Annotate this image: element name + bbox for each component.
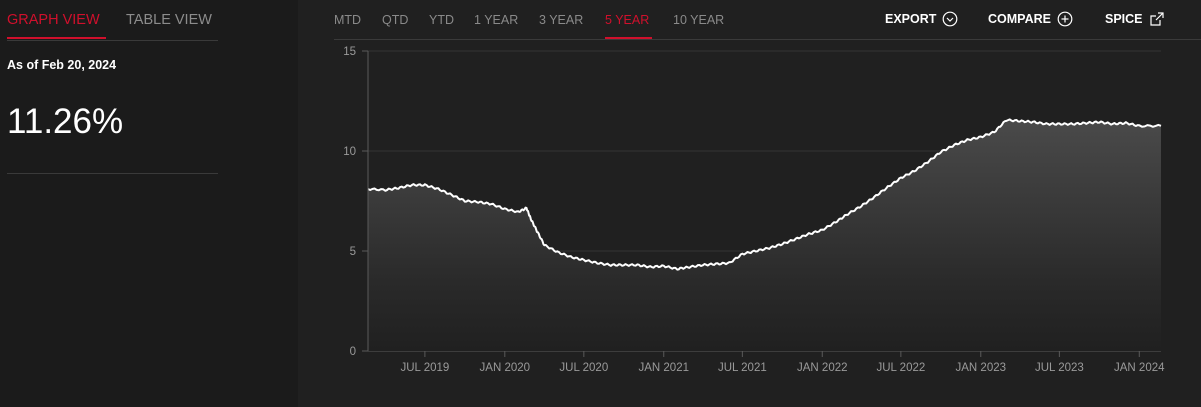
series-area bbox=[368, 119, 1161, 352]
x-tick-label: JUL 2021 bbox=[718, 362, 767, 374]
x-tick-label: JAN 2024 bbox=[1114, 362, 1165, 374]
plus-circle-icon bbox=[1057, 11, 1073, 27]
y-tick-label: 10 bbox=[343, 146, 356, 158]
active-period-indicator bbox=[605, 37, 652, 39]
divider bbox=[7, 173, 218, 174]
x-tick-label: JAN 2023 bbox=[956, 362, 1007, 374]
y-tick-label: 0 bbox=[350, 346, 356, 358]
export-button[interactable]: EXPORT bbox=[885, 11, 958, 27]
tab-ytd[interactable]: YTD bbox=[429, 13, 454, 27]
x-tick-label: JAN 2021 bbox=[638, 362, 689, 374]
y-tick-label: 15 bbox=[343, 46, 356, 58]
tab-mtd[interactable]: MTD bbox=[334, 13, 362, 27]
tab-graph-view[interactable]: GRAPH VIEW bbox=[7, 12, 100, 28]
header-divider bbox=[334, 39, 1201, 40]
compare-label: COMPARE bbox=[988, 12, 1051, 26]
x-tick-label: JUL 2023 bbox=[1035, 362, 1084, 374]
x-tick-label: JUL 2022 bbox=[876, 362, 925, 374]
x-tick-label: JUL 2019 bbox=[400, 362, 449, 374]
x-tick-label: JAN 2020 bbox=[480, 362, 531, 374]
line-chart[interactable]: 0 5 10 15 JUL 2019 JAN 2020 JUL 2020 JAN 2021 JU… bbox=[298, 0, 1201, 407]
export-label: EXPORT bbox=[885, 12, 937, 26]
y-tick-label: 5 bbox=[350, 246, 356, 258]
x-tick-label: JUL 2020 bbox=[559, 362, 608, 374]
left-summary-panel: GRAPH VIEW TABLE VIEW As of Feb 20, 2024… bbox=[0, 0, 218, 407]
as-of-date: As of Feb 20, 2024 bbox=[7, 58, 117, 72]
current-value: 11.26% bbox=[7, 102, 124, 141]
tab-10-year[interactable]: 10 YEAR bbox=[673, 13, 725, 27]
tab-qtd[interactable]: QTD bbox=[382, 13, 409, 27]
external-link-icon bbox=[1149, 12, 1164, 26]
tab-1-year[interactable]: 1 YEAR bbox=[474, 13, 519, 27]
tab-3-year[interactable]: 3 YEAR bbox=[539, 13, 584, 27]
compare-button[interactable]: COMPARE bbox=[988, 11, 1073, 27]
series-line bbox=[367, 118, 1162, 271]
x-tick-label: JAN 2022 bbox=[797, 362, 848, 374]
active-tab-indicator bbox=[7, 37, 106, 39]
spice-label: SPICE bbox=[1105, 12, 1143, 26]
chart-panel: MTD QTD YTD 1 YEAR 3 YEAR 5 YEAR 10 YEAR… bbox=[298, 0, 1201, 407]
tab-5-year[interactable]: 5 YEAR bbox=[605, 13, 650, 27]
view-tabs: GRAPH VIEW TABLE VIEW bbox=[7, 0, 218, 41]
spice-link[interactable]: SPICE bbox=[1105, 11, 1165, 27]
tab-table-view[interactable]: TABLE VIEW bbox=[126, 12, 212, 28]
chevron-down-circle-icon bbox=[943, 11, 958, 27]
